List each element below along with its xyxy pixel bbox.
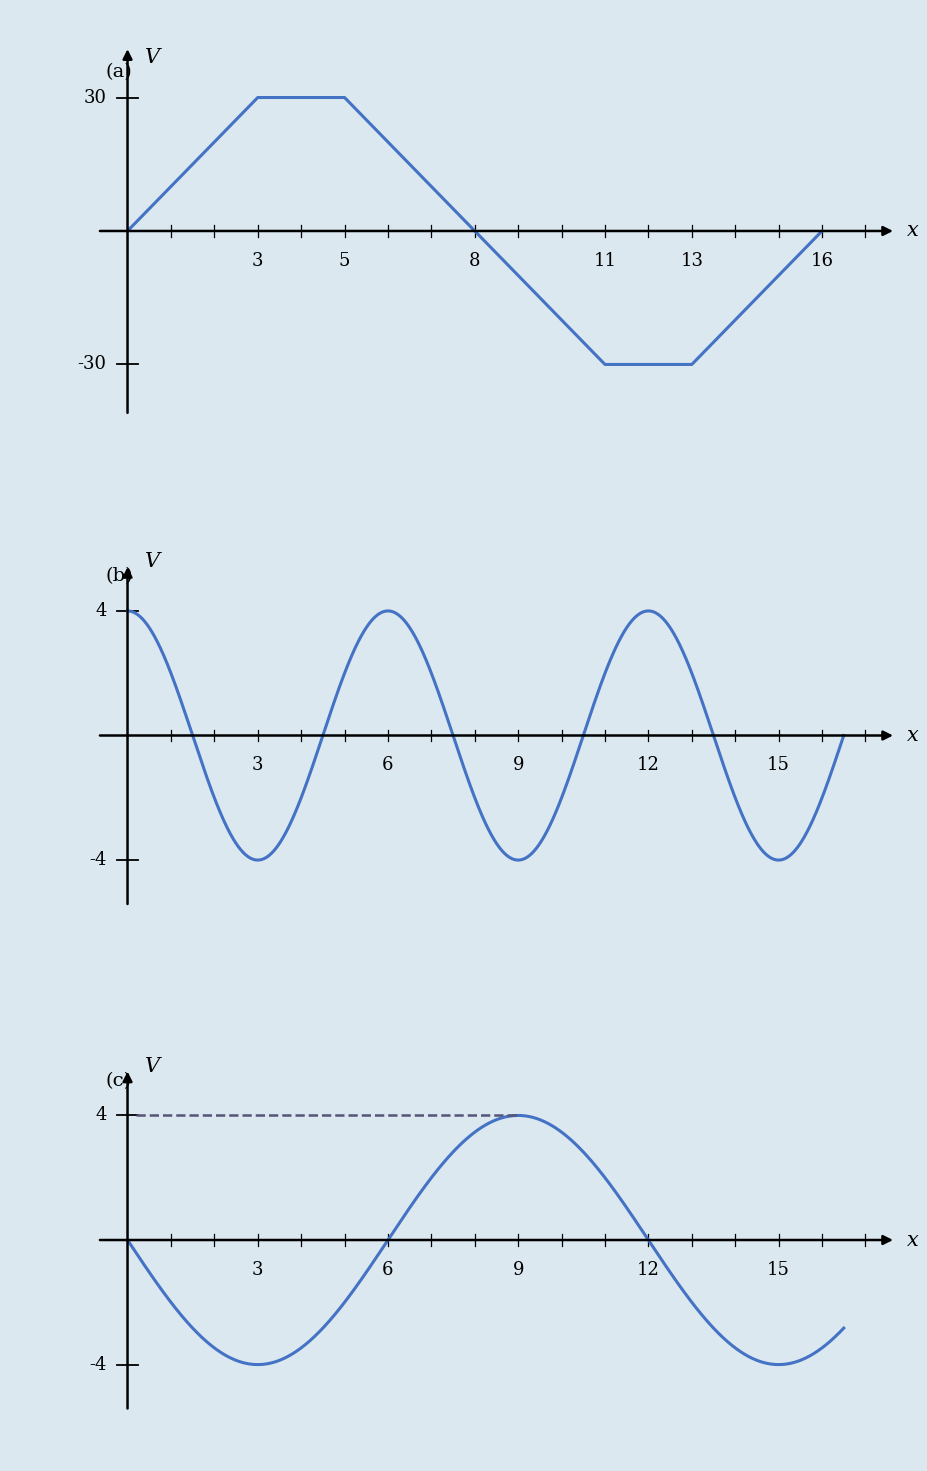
Text: 16: 16 bbox=[809, 252, 832, 269]
Text: V: V bbox=[145, 1056, 159, 1075]
Text: x: x bbox=[906, 1231, 918, 1249]
Text: 13: 13 bbox=[679, 252, 703, 269]
Text: 3: 3 bbox=[252, 1261, 263, 1278]
Text: -4: -4 bbox=[89, 1356, 107, 1374]
Text: -30: -30 bbox=[78, 356, 107, 374]
Text: x: x bbox=[906, 222, 918, 240]
Text: 9: 9 bbox=[512, 1261, 524, 1278]
Text: V: V bbox=[145, 553, 159, 571]
Text: 4: 4 bbox=[95, 602, 107, 619]
Text: (a): (a) bbox=[106, 63, 133, 81]
Text: 12: 12 bbox=[636, 756, 659, 774]
Text: V: V bbox=[145, 49, 159, 66]
Text: 3: 3 bbox=[252, 252, 263, 269]
Text: 12: 12 bbox=[636, 1261, 659, 1278]
Text: 15: 15 bbox=[767, 756, 789, 774]
Text: 4: 4 bbox=[95, 1106, 107, 1124]
Text: 3: 3 bbox=[252, 756, 263, 774]
Text: 8: 8 bbox=[468, 252, 480, 269]
Text: 15: 15 bbox=[767, 1261, 789, 1278]
Text: 9: 9 bbox=[512, 756, 524, 774]
Text: (c): (c) bbox=[106, 1072, 132, 1090]
Text: 5: 5 bbox=[338, 252, 349, 269]
Text: x: x bbox=[906, 727, 918, 744]
Text: 6: 6 bbox=[382, 756, 393, 774]
Text: (b): (b) bbox=[106, 568, 133, 585]
Text: 11: 11 bbox=[593, 252, 616, 269]
Text: 30: 30 bbox=[83, 88, 107, 106]
Text: 6: 6 bbox=[382, 1261, 393, 1278]
Text: -4: -4 bbox=[89, 852, 107, 869]
